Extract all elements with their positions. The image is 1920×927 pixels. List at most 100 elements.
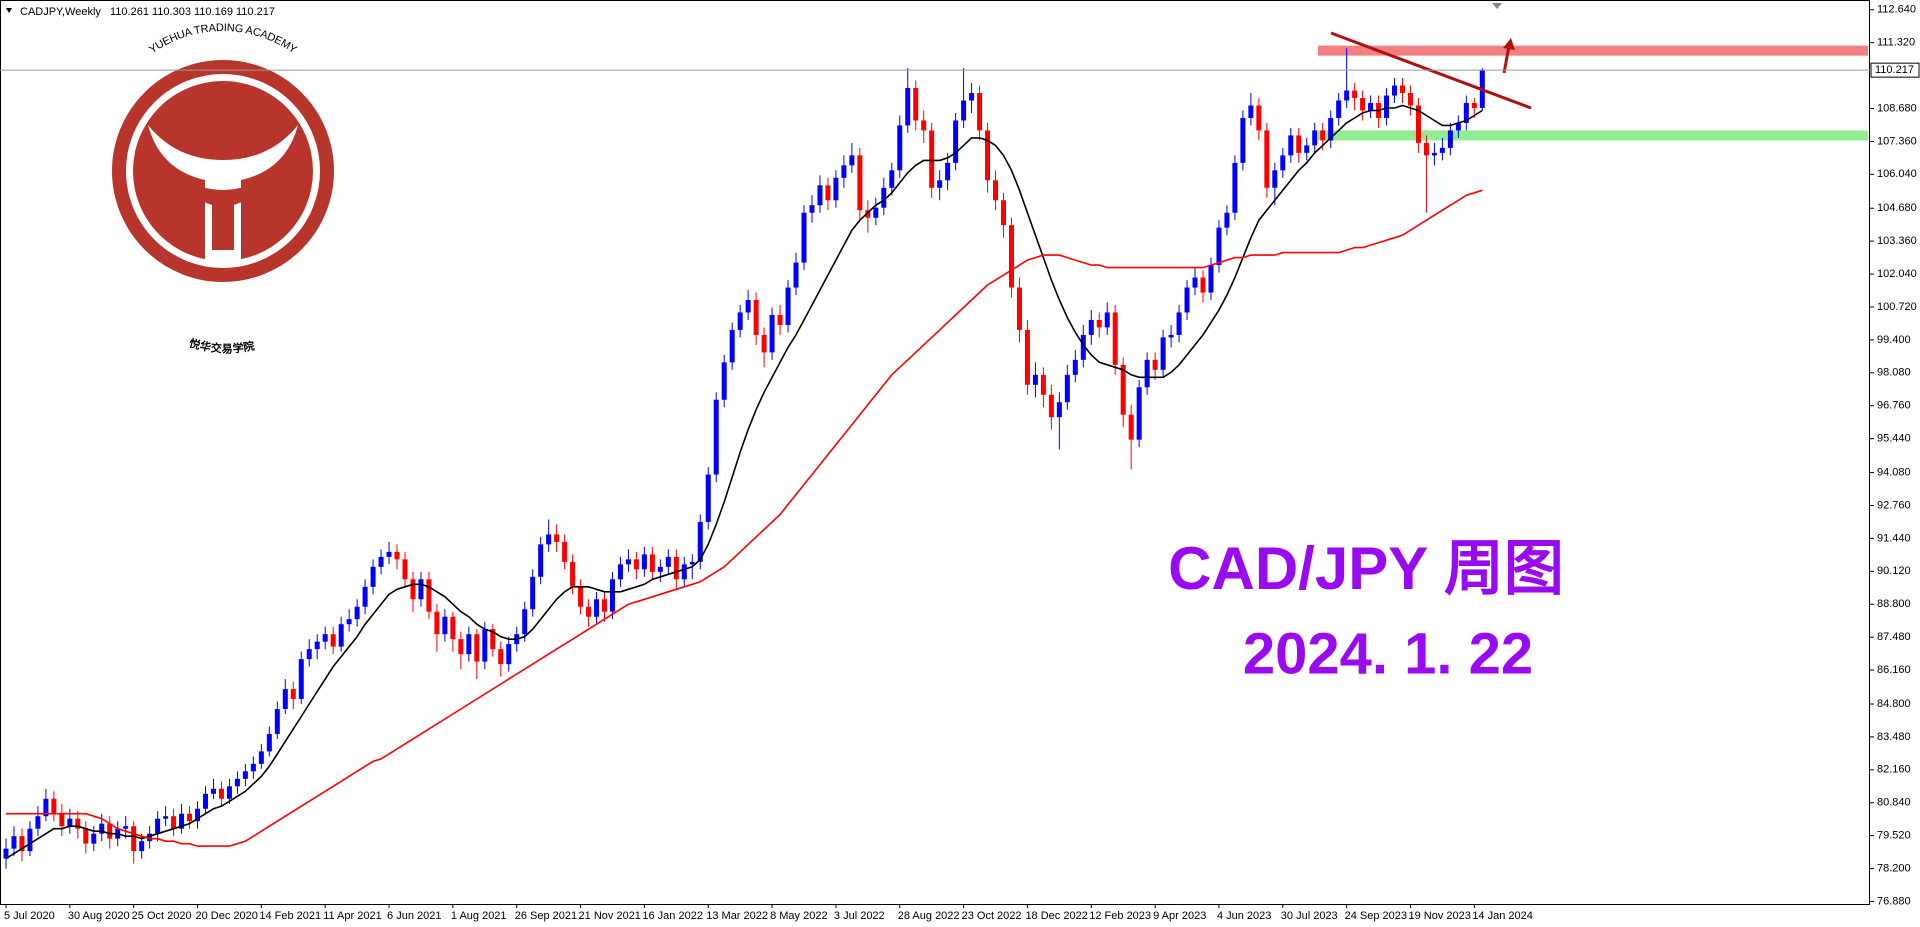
candle-body bbox=[602, 599, 607, 612]
candle-body bbox=[929, 130, 935, 188]
candle-body bbox=[330, 634, 336, 647]
candle-body bbox=[881, 187, 887, 208]
candle-body bbox=[1072, 359, 1078, 375]
annotation-title: CAD/JPY 周图 bbox=[1168, 535, 1564, 602]
candle-body bbox=[961, 100, 967, 121]
candle-body bbox=[530, 576, 536, 610]
x-tick-label: 16 Jan 2022 bbox=[642, 910, 703, 922]
y-tick-label: 102.040 bbox=[1877, 268, 1917, 280]
marks bbox=[3, 45, 1868, 869]
candle-body bbox=[1144, 359, 1150, 388]
candle-body bbox=[410, 579, 416, 600]
y-tick-label: 79.520 bbox=[1877, 830, 1911, 842]
candle-body bbox=[1184, 287, 1190, 313]
candle-body bbox=[697, 521, 703, 562]
x-tick-label: 8 May 2022 bbox=[770, 910, 827, 922]
candle-body bbox=[131, 826, 137, 852]
candle-body bbox=[163, 816, 169, 819]
candle-body bbox=[346, 619, 352, 625]
candle-body bbox=[905, 88, 911, 126]
y-tick-label: 95.440 bbox=[1877, 433, 1911, 445]
x-tick-label: 21 Nov 2021 bbox=[579, 910, 641, 922]
candle-body bbox=[657, 566, 663, 572]
candle-body bbox=[203, 793, 208, 809]
candle-body bbox=[354, 606, 360, 620]
candle-body bbox=[833, 177, 839, 201]
candle-body bbox=[1200, 277, 1206, 293]
y-tick-label: 82.160 bbox=[1877, 764, 1911, 776]
x-tick-label: 18 Dec 2022 bbox=[1025, 910, 1087, 922]
candle-body bbox=[713, 399, 719, 475]
candle-body bbox=[274, 708, 280, 734]
candle-body bbox=[1120, 364, 1126, 415]
candle-body bbox=[721, 362, 727, 400]
candle-body bbox=[993, 180, 999, 201]
y-tick-label: 107.360 bbox=[1877, 135, 1917, 147]
x-tick-label: 14 Feb 2021 bbox=[259, 910, 321, 922]
candle-body bbox=[641, 554, 647, 570]
y-tick-label: 80.840 bbox=[1877, 797, 1911, 809]
candle-body bbox=[195, 808, 201, 822]
candle-body bbox=[953, 120, 959, 163]
candle-body bbox=[1384, 95, 1390, 118]
candle-body bbox=[1264, 130, 1270, 188]
candle-body bbox=[434, 611, 440, 635]
arrow-head bbox=[1503, 38, 1515, 50]
candle-body bbox=[250, 763, 256, 772]
annotation-date: 2024. 1. 22 bbox=[1243, 621, 1533, 686]
x-tick-label: 30 Aug 2020 bbox=[68, 910, 130, 922]
candle-body bbox=[562, 541, 568, 562]
price-zone bbox=[1318, 45, 1868, 56]
y-tick-label: 98.080 bbox=[1877, 367, 1911, 379]
y-tick-label: 87.480 bbox=[1877, 631, 1911, 643]
candle-body bbox=[809, 205, 815, 213]
candle-body bbox=[322, 634, 328, 642]
candle-body bbox=[3, 848, 9, 859]
candle-body bbox=[1224, 212, 1230, 228]
candle-body bbox=[617, 564, 623, 580]
candle-body bbox=[729, 329, 735, 363]
y-tick-label: 84.800 bbox=[1877, 698, 1911, 710]
x-tick-label: 4 Jun 2023 bbox=[1217, 910, 1271, 922]
x-tick-label: 28 Aug 2022 bbox=[898, 910, 960, 922]
candle-body bbox=[1040, 374, 1046, 395]
candle-body bbox=[1368, 102, 1374, 111]
candle-body bbox=[985, 130, 991, 181]
candle-body bbox=[825, 185, 831, 201]
candle-body bbox=[649, 554, 655, 572]
x-tick-label: 23 Oct 2022 bbox=[962, 910, 1022, 922]
candle-body bbox=[450, 616, 456, 640]
y-tick-label: 96.760 bbox=[1877, 400, 1911, 412]
x-tick-label: 6 Jun 2021 bbox=[387, 910, 441, 922]
candle-body bbox=[865, 210, 871, 218]
y-tick-label: 103.360 bbox=[1877, 235, 1917, 247]
candle-body bbox=[857, 155, 863, 211]
candle-body bbox=[123, 826, 129, 829]
candle-body bbox=[1048, 394, 1054, 418]
candle-body bbox=[290, 689, 296, 700]
candle-body bbox=[282, 689, 288, 709]
candle-body bbox=[394, 551, 400, 560]
candle-body bbox=[51, 798, 57, 814]
candle-body bbox=[753, 300, 759, 335]
candle-body bbox=[769, 314, 775, 353]
candle-body bbox=[1088, 319, 1094, 335]
candle-body bbox=[35, 816, 41, 829]
candle-body bbox=[83, 828, 89, 844]
y-tick-label: 104.680 bbox=[1877, 202, 1917, 214]
y-tick-label: 92.760 bbox=[1877, 499, 1911, 511]
logo-mark-inner bbox=[170, 175, 276, 250]
candle-body bbox=[937, 180, 943, 188]
y-tick-label: 90.120 bbox=[1877, 565, 1911, 577]
candle-body bbox=[418, 579, 424, 600]
y-tick-label: 83.480 bbox=[1877, 731, 1911, 743]
y-tick-label: 100.720 bbox=[1877, 301, 1917, 313]
candle-body bbox=[1176, 312, 1182, 335]
candle-body bbox=[1096, 319, 1102, 328]
candle-body bbox=[522, 609, 528, 635]
candle-body bbox=[578, 586, 584, 607]
candle-body bbox=[897, 125, 903, 171]
plot-frame bbox=[0, 0, 1870, 905]
candle-body bbox=[1439, 147, 1445, 153]
